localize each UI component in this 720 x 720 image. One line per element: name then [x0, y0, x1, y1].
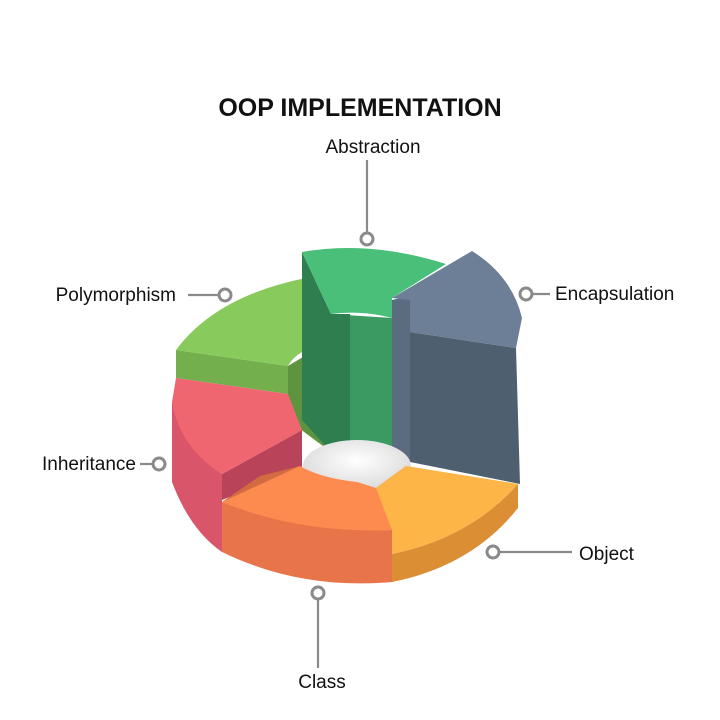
abstraction-inner-shadow: [331, 314, 350, 455]
diagram-title: OOP IMPLEMENTATION: [218, 94, 501, 122]
object-pin: [485, 544, 501, 560]
abstraction-callout: Abstraction: [325, 137, 421, 247]
inheritance-pin: [151, 456, 167, 472]
abstraction-left-face: [302, 252, 331, 452]
polymorphism-label: Polymorphism: [56, 285, 176, 306]
polymorphism-top: [176, 278, 331, 366]
object-callout: Object: [485, 544, 635, 565]
encapsulation-callout: Encapsulation: [518, 284, 674, 305]
abstraction-label: Abstraction: [325, 137, 420, 158]
inheritance-label: Inheritance: [42, 454, 136, 475]
class-side: [222, 502, 392, 584]
inheritance-side: [172, 402, 222, 552]
encapsulation-pin: [518, 286, 534, 302]
abstraction-pin: [359, 231, 375, 247]
encapsulation-side: [410, 332, 520, 484]
class-label: Class: [298, 672, 346, 693]
polymorphism-pin: [217, 287, 233, 303]
abstraction-top: [302, 248, 446, 318]
class-callout: Class: [298, 585, 346, 693]
class-pin: [310, 585, 326, 601]
object-top: [376, 466, 518, 554]
encapsulation-cut-face: [392, 296, 410, 462]
class-top: [222, 466, 392, 531]
polymorphism-callout: Polymorphism: [56, 285, 233, 306]
inheritance-top: [172, 378, 302, 474]
object-side: [392, 484, 518, 582]
encapsulation-label: Encapsulation: [555, 284, 674, 305]
inheritance-inner-face: [222, 430, 302, 500]
encapsulation-top: [392, 251, 522, 348]
object-label: Object: [579, 544, 635, 565]
polymorphism-side: [176, 350, 288, 394]
inheritance-callout: Inheritance: [42, 454, 167, 475]
